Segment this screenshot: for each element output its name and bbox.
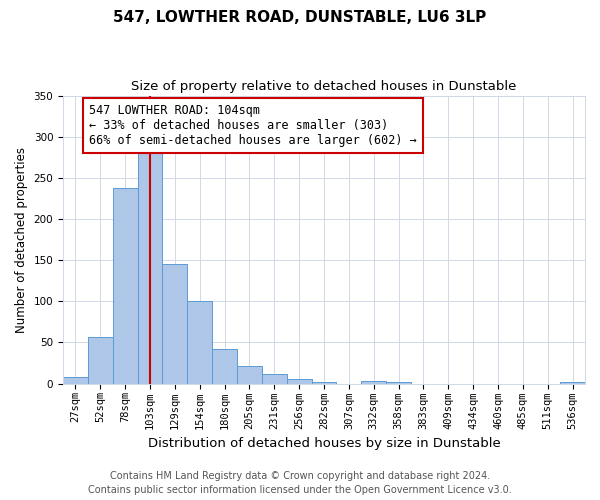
Bar [386,382,411,384]
Bar [262,374,287,384]
Text: 547 LOWTHER ROAD: 104sqm
← 33% of detached houses are smaller (303)
66% of semi-: 547 LOWTHER ROAD: 104sqm ← 33% of detach… [89,104,417,147]
Text: 547, LOWTHER ROAD, DUNSTABLE, LU6 3LP: 547, LOWTHER ROAD, DUNSTABLE, LU6 3LP [113,10,487,25]
Bar [63,377,88,384]
Bar [137,144,163,384]
Bar [560,382,585,384]
Y-axis label: Number of detached properties: Number of detached properties [15,146,28,332]
Bar [113,188,137,384]
Bar [187,301,212,384]
Bar [361,381,386,384]
Bar [88,336,113,384]
Bar [287,380,311,384]
Text: Contains HM Land Registry data © Crown copyright and database right 2024.
Contai: Contains HM Land Registry data © Crown c… [88,471,512,495]
X-axis label: Distribution of detached houses by size in Dunstable: Distribution of detached houses by size … [148,437,500,450]
Bar [237,366,262,384]
Bar [311,382,337,384]
Title: Size of property relative to detached houses in Dunstable: Size of property relative to detached ho… [131,80,517,93]
Bar [212,349,237,384]
Bar [163,264,187,384]
